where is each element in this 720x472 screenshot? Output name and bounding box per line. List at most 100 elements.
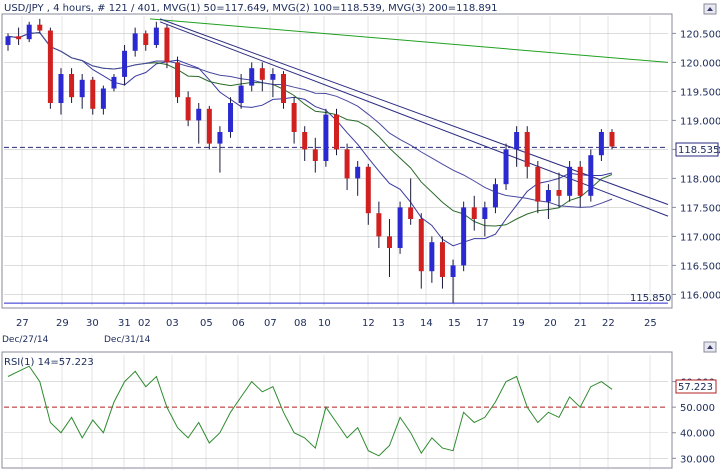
bear-candle [556,190,562,196]
bear-candle [344,149,350,179]
date-tick-label: 13 [392,318,405,329]
bear-candle [69,74,75,98]
bull-candle [111,76,117,89]
bear-candle [143,33,149,45]
bear-candle [259,68,265,80]
price-tick-label: 119.000 [680,116,720,127]
bull-candle [598,132,604,156]
date-tick-label: 29 [56,318,69,329]
bear-candle [37,24,43,31]
date-tick-label: 15 [448,318,461,329]
bull-candle [545,190,551,202]
bull-candle [492,184,498,208]
price-tick-label: 117.000 [680,232,720,243]
date-sub-label-2: Dec/31/14 [104,335,151,345]
bear-candle [386,236,392,248]
bear-candle [47,30,53,103]
bear-candle [281,74,287,103]
bear-candle [312,149,318,161]
date-tick-label: 21 [574,318,587,329]
bull-candle [249,68,255,86]
bear-candle [206,108,212,144]
price-axis: 120.500120.000119.500119.000118.500118.0… [672,29,720,301]
rsi-panel[interactable] [1,351,673,469]
date-tick-label: 27 [16,318,29,329]
bull-candle [238,85,244,103]
bull-candle [132,33,138,51]
rsi-line [7,365,613,457]
date-tick-label: 08 [294,318,307,329]
date-tick-label: 06 [232,318,245,329]
price-tick-label: 116.000 [680,290,720,301]
bear-candle [535,166,541,202]
price-grid [4,16,668,306]
date-tick-label: 05 [200,318,213,329]
green-trendline [149,18,669,63]
bull-candle [58,74,64,103]
bull-candle [461,207,467,266]
rsi-series [7,365,613,457]
bull-candle [196,108,202,121]
bear-candle [577,166,583,196]
date-axis: 27 29 30 31 02 03 05 06 07 08 10 12 13 14 15 17 19 20 21 22… [16,318,657,329]
moving-averages [7,32,613,247]
collapse-icon[interactable] [703,3,717,15]
date-tick-label: 31 [118,318,131,329]
rsi-tick-label: 30.000 [680,454,715,465]
bull-candle [26,24,32,40]
bull-candle [217,132,223,144]
price-tick-label: 120.000 [680,58,720,69]
price-panel[interactable] [1,13,673,309]
bear-candle [408,207,414,219]
bear-candle [609,132,615,147]
date-tick-label: 20 [544,318,557,329]
price-tick-label: 120.500 [680,29,720,40]
price-tick-label: 118.000 [680,174,720,185]
bear-candle [185,97,191,121]
rsi-tick-label: 40.000 [680,429,715,440]
date-tick-label: 03 [166,318,179,329]
bear-candle [524,132,530,167]
bull-candle [503,149,509,185]
bull-candle [397,207,403,248]
bear-candle [175,62,181,98]
rsi-header: RSI(1) 14=57.223 [4,357,94,368]
bear-candle [291,103,297,132]
bear-candle [365,166,371,214]
ma50-line [7,32,613,247]
bull-candle [514,132,520,150]
date-tick-label: 17 [476,318,489,329]
ma200-line [7,32,613,208]
bear-candle [439,242,445,277]
chart-header: USD/JPY , 4 hours, # 121 / 401, MVG(1) 5… [4,3,497,14]
bull-candle [588,155,594,196]
bull-candle [450,265,456,277]
rsi-tick-label: 50.000 [680,403,715,414]
bear-candle [333,114,339,150]
bull-candle [355,166,361,179]
rsi-collapse-icon[interactable] [703,341,717,353]
date-tick-label: 10 [318,318,331,329]
date-tick-label: 19 [512,318,525,329]
bull-candle [5,36,11,45]
bull-candle [270,74,276,80]
bull-candle [429,242,435,272]
price-tick-label: 116.500 [680,261,720,272]
candles [5,18,615,304]
bear-candle [164,27,170,63]
date-tick-label: 02 [138,318,151,329]
price-tick-label: 117.500 [680,203,720,214]
date-tick-label: 07 [264,318,277,329]
rsi-current-label: 57.223 [678,382,713,393]
bear-candle [418,219,424,272]
bull-candle [567,166,573,196]
bear-candle [90,79,96,109]
current-price-label: 118.535 [678,145,719,156]
bear-candle [471,207,477,219]
support-level-label: 115.850 [630,293,671,304]
date-tick-label: 25 [644,318,657,329]
bull-candle [122,50,128,77]
bull-candle [482,207,488,219]
date-sub-label-1: Dec/27/14 [2,335,49,345]
